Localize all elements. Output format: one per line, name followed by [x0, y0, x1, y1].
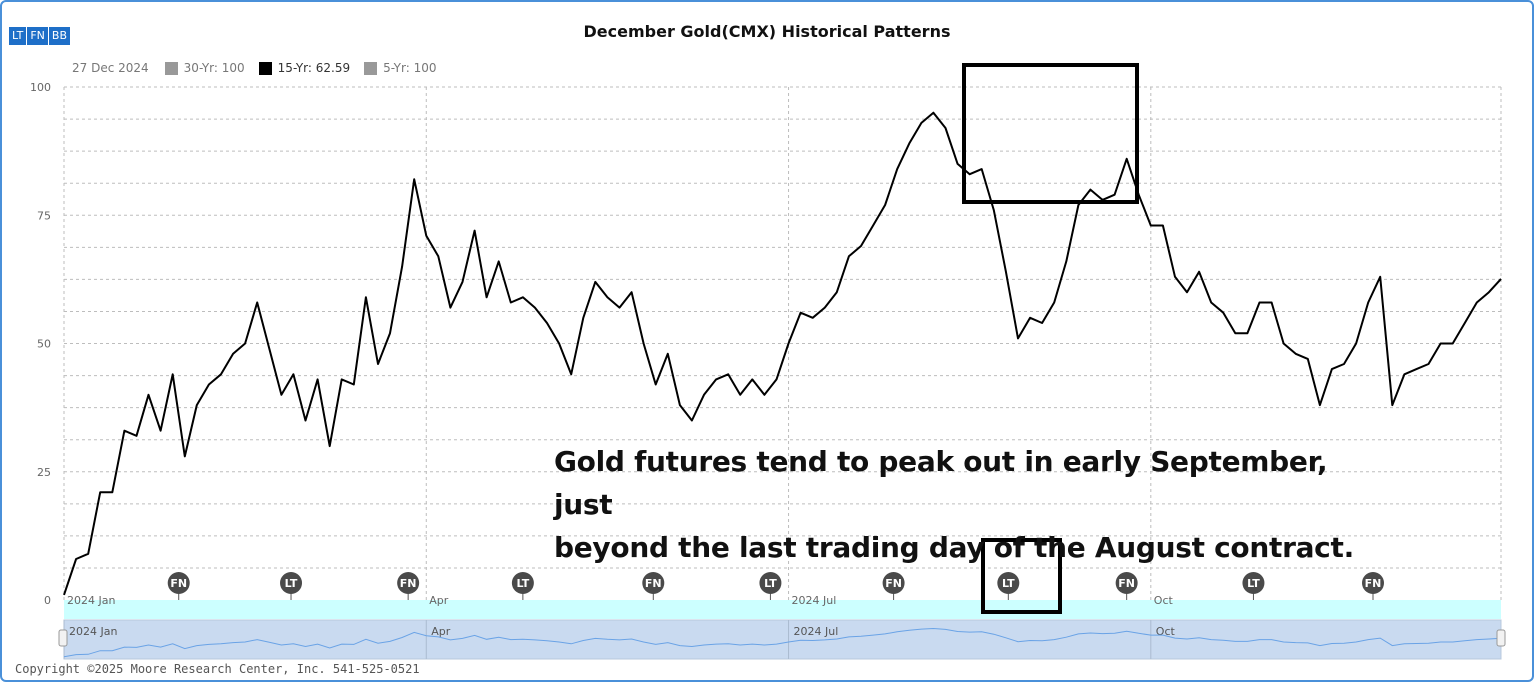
marker-circle-lt	[1242, 572, 1265, 594]
legend-swatch-5yr	[364, 61, 378, 75]
x-tick-label: Oct	[1154, 594, 1174, 607]
marker-label: FN	[645, 577, 662, 590]
navigator-label: 2024 Jul	[794, 625, 839, 638]
x-tick-label: Apr	[429, 594, 449, 607]
legend-label-5yr: 5-Yr: 100	[383, 61, 437, 75]
legend-label-15yr: 15-Yr: 62.59	[277, 61, 351, 75]
marker-circle-fn	[642, 572, 665, 594]
navigator-handle-left[interactable]	[58, 629, 68, 647]
marker-label: FN	[1118, 577, 1135, 590]
legend-date: 27 Dec 2024	[72, 61, 149, 75]
marker-label: FN	[400, 577, 417, 590]
legend-item-30yr[interactable]: 30-Yr: 100	[164, 61, 245, 75]
x-axis-band	[64, 600, 1501, 619]
marker-label: FN	[885, 577, 902, 590]
marker-label: FN	[170, 577, 187, 590]
navigator-labels: 2024 Jan Apr 2024 Jul Oct	[63, 620, 1176, 659]
y-tick-label: 0	[44, 594, 51, 607]
chart-title: December Gold(CMX) Historical Patterns	[583, 22, 951, 41]
bb-toggle-button[interactable]: BB	[48, 27, 70, 45]
y-tick-label: 75	[37, 209, 51, 222]
navigator-label: 2024 Jan	[69, 625, 117, 638]
copyright-text: Copyright ©2025 Moore Research Center, I…	[15, 662, 420, 676]
marker-circle-fn	[1361, 572, 1384, 594]
marker-circle-lt	[997, 572, 1020, 594]
chart-mode-toggles: LT FN BB	[9, 27, 70, 45]
y-axis-ticks: 100 75 50 25 0	[30, 81, 51, 607]
x-tick-label: 2024 Jan	[67, 594, 115, 607]
navigator-label: Apr	[431, 625, 451, 638]
contract-markers: FN LT FN LT FN LT FN LT FN LT FN	[167, 572, 1384, 600]
marker-circle-fn	[882, 572, 905, 594]
marker-circle-fn	[397, 572, 420, 594]
y-tick-label: 25	[37, 466, 51, 479]
annotation-line-2: beyond the last trading day of the Augus…	[554, 531, 1354, 564]
marker-label: LT	[285, 577, 298, 590]
legend-swatch-15yr	[258, 61, 272, 75]
legend-swatch-30yr	[164, 61, 178, 75]
marker-circle-fn	[167, 572, 190, 594]
legend-item-15yr[interactable]: 15-Yr: 62.59	[258, 61, 351, 75]
chart-legend: 27 Dec 2024 30-Yr: 100 15-Yr: 62.59 5-Yr…	[72, 61, 450, 75]
marker-circle-lt	[280, 572, 303, 594]
grid-lines	[63, 86, 1502, 600]
marker-label: LT	[764, 577, 777, 590]
marker-label: FN	[1365, 577, 1382, 590]
y-tick-label: 100	[30, 81, 51, 94]
marker-label: LT	[1247, 577, 1260, 590]
chart-annotation: Gold futures tend to peak out in early S…	[554, 440, 1374, 569]
navigator-line	[63, 627, 1502, 658]
x-axis-labels: 2024 Jan Apr 2024 Jul Oct	[67, 594, 1174, 607]
series-layer	[63, 111, 1502, 596]
series-line-15yr	[63, 111, 1502, 596]
fn-toggle-button[interactable]: FN	[27, 27, 48, 45]
legend-item-5yr[interactable]: 5-Yr: 100	[364, 61, 436, 75]
navigator-handle-right[interactable]	[1496, 629, 1506, 647]
marker-label: LT	[1002, 577, 1015, 590]
highlight-box-peak	[962, 63, 1139, 204]
marker-circle-lt	[759, 572, 782, 594]
marker-circle-fn	[1115, 572, 1138, 594]
marker-label: LT	[517, 577, 530, 590]
marker-circle-lt	[511, 572, 534, 594]
lt-toggle-button[interactable]: LT	[9, 27, 27, 45]
annotation-line-1: Gold futures tend to peak out in early S…	[554, 445, 1328, 521]
navigator[interactable]: 2024 Jan Apr 2024 Jul Oct	[58, 619, 1506, 660]
legend-label-30yr: 30-Yr: 100	[183, 61, 245, 75]
navigator-background	[63, 619, 1502, 660]
highlight-box-lt-marker	[981, 538, 1062, 614]
x-tick-label: 2024 Jul	[792, 594, 837, 607]
y-tick-label: 50	[37, 338, 51, 351]
